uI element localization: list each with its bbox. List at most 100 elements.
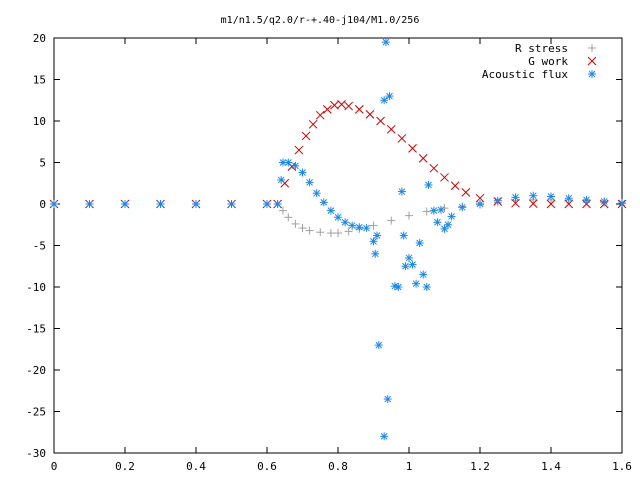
data-point xyxy=(433,218,442,227)
data-point xyxy=(301,131,311,141)
data-point xyxy=(383,395,392,404)
y-tick-label: -30 xyxy=(26,447,46,460)
data-point xyxy=(322,105,332,114)
data-point xyxy=(369,237,378,246)
data-point xyxy=(294,145,304,155)
data-point xyxy=(376,116,385,126)
y-tick-label: -20 xyxy=(26,364,46,377)
data-point xyxy=(326,229,335,238)
data-point xyxy=(380,96,389,105)
data-point xyxy=(291,219,300,228)
data-point xyxy=(386,124,396,134)
data-point xyxy=(380,432,389,441)
data-point xyxy=(373,231,382,240)
data-point xyxy=(291,161,300,170)
data-point xyxy=(337,100,346,109)
series-1 xyxy=(49,100,627,209)
y-tick-label: -5 xyxy=(33,240,46,253)
data-point xyxy=(50,200,58,208)
data-point xyxy=(298,224,307,233)
data-point xyxy=(419,270,428,279)
legend-marker xyxy=(588,44,596,52)
data-point xyxy=(422,283,431,291)
data-point xyxy=(326,206,335,215)
data-point xyxy=(422,207,431,216)
legend-marker xyxy=(588,70,596,78)
data-point xyxy=(405,211,413,220)
data-point xyxy=(447,212,456,221)
data-point xyxy=(547,192,555,201)
data-point xyxy=(305,178,314,187)
data-point xyxy=(429,206,438,215)
data-point xyxy=(374,341,383,350)
axes: 0 0.2 0.4 0.6 0.8 1 1.2 1.4 1.6 20 15 10 5 0 -5 -10 -15 -… xyxy=(26,32,632,473)
data-point xyxy=(355,223,364,232)
data-point xyxy=(564,194,573,203)
data-point xyxy=(334,229,342,238)
data-point xyxy=(381,38,390,47)
data-point xyxy=(444,220,453,229)
data-point xyxy=(156,200,165,208)
x-tick-label: 0 xyxy=(51,460,58,473)
y-tick-label: -25 xyxy=(26,406,46,419)
data-point xyxy=(476,200,484,208)
x-tick-label: 1.6 xyxy=(612,460,632,473)
data-point xyxy=(412,279,421,288)
data-point xyxy=(192,200,200,208)
data-marks xyxy=(49,38,627,441)
data-point xyxy=(440,173,449,182)
x-tick-label: 0.8 xyxy=(328,460,348,473)
data-point xyxy=(227,200,236,208)
data-point xyxy=(450,181,460,191)
y-tick-label: 10 xyxy=(33,115,46,128)
data-point xyxy=(312,189,321,198)
data-point xyxy=(85,200,94,208)
x-tick-label: 1 xyxy=(406,460,413,473)
data-point xyxy=(582,199,591,209)
data-point xyxy=(354,105,364,114)
data-point xyxy=(429,163,439,173)
data-point xyxy=(546,199,556,209)
y-tick-label: -15 xyxy=(26,323,46,336)
data-point xyxy=(315,110,325,120)
data-point xyxy=(397,187,406,196)
data-point xyxy=(600,197,609,206)
data-point xyxy=(529,191,538,200)
data-point xyxy=(440,204,449,213)
data-point xyxy=(385,92,394,101)
series-2 xyxy=(50,38,626,441)
data-point xyxy=(365,110,375,119)
data-point xyxy=(424,180,433,189)
x-tick-label: 0.6 xyxy=(257,460,277,473)
data-point xyxy=(415,239,424,248)
x-tick-label: 1.4 xyxy=(541,460,561,473)
data-point xyxy=(305,226,314,235)
data-point xyxy=(284,158,293,167)
data-point xyxy=(278,206,287,215)
data-point xyxy=(263,200,271,208)
data-point xyxy=(408,260,417,269)
data-point xyxy=(334,213,342,222)
y-tick-label: 0 xyxy=(39,198,46,211)
legend-label: R stress xyxy=(515,42,568,55)
data-point xyxy=(493,196,502,205)
data-point xyxy=(369,221,378,230)
legend-label: G work xyxy=(528,55,568,68)
data-point xyxy=(397,134,407,143)
chart-title: m1/n1.5/q2.0/r-+.40-j104/M1.0/256 xyxy=(221,15,420,26)
data-point xyxy=(308,119,318,129)
data-point xyxy=(408,144,417,153)
data-point xyxy=(344,227,353,236)
data-point xyxy=(298,168,307,177)
x-tick-label: 0.2 xyxy=(115,460,135,473)
data-point xyxy=(371,249,380,258)
y-tick-label: -10 xyxy=(26,281,46,294)
data-point xyxy=(458,203,467,212)
y-tick-label: 15 xyxy=(33,74,46,87)
data-point xyxy=(319,198,328,207)
data-point xyxy=(618,199,626,208)
data-point xyxy=(348,221,357,230)
data-point xyxy=(528,199,538,208)
data-point xyxy=(344,101,354,111)
data-point xyxy=(582,195,591,204)
